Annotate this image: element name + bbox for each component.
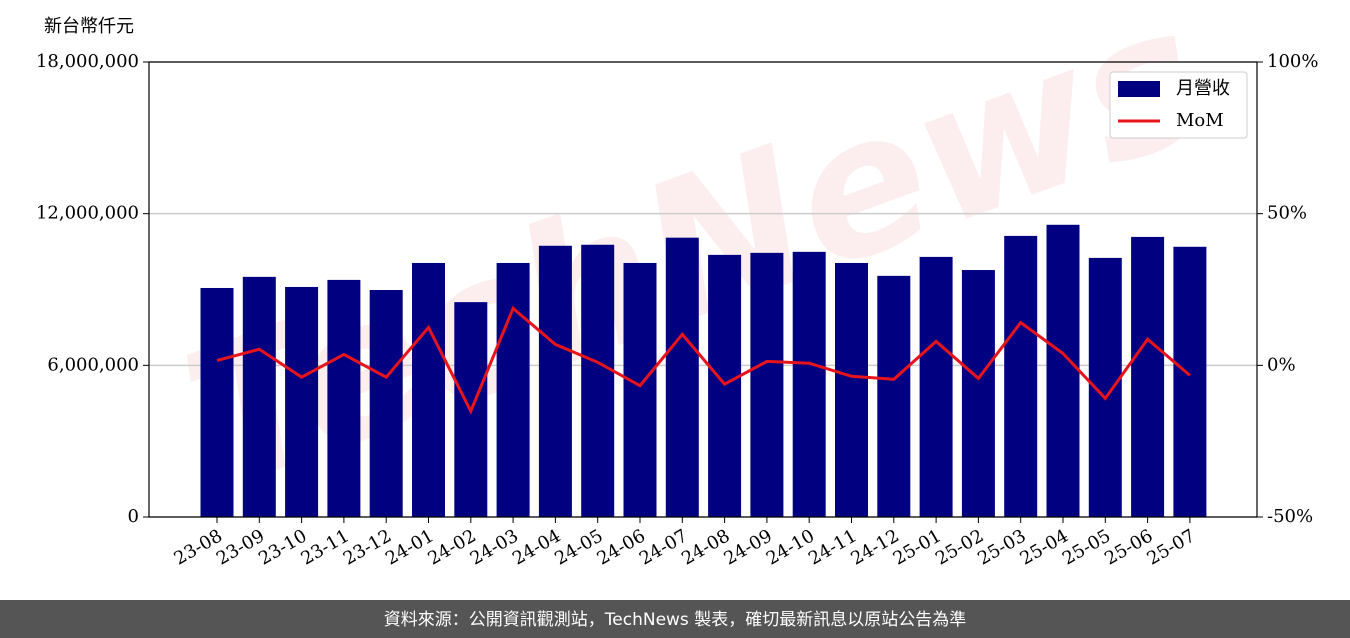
bar bbox=[877, 275, 911, 517]
bar bbox=[581, 244, 615, 517]
bar bbox=[538, 245, 572, 517]
y-tick-label: 6,000,000 bbox=[47, 354, 139, 375]
bar bbox=[412, 262, 445, 517]
plot-frame bbox=[148, 61, 1258, 518]
x-tick-label: 25-07 bbox=[1143, 525, 1198, 569]
bar bbox=[200, 287, 234, 517]
bar bbox=[1004, 235, 1038, 517]
legend-swatch bbox=[1118, 81, 1160, 97]
line bbox=[216, 305, 1191, 415]
legend-label: MoM bbox=[1176, 110, 1224, 131]
bar bbox=[369, 290, 403, 517]
bar bbox=[835, 262, 868, 517]
y-axis-label: 新台幣仟元 bbox=[44, 16, 134, 37]
y-tick-label: 18,000,000 bbox=[36, 51, 139, 72]
y-tick-label: 12,000,000 bbox=[36, 203, 139, 224]
bar bbox=[623, 262, 657, 517]
bar bbox=[708, 254, 742, 517]
bar bbox=[242, 276, 276, 517]
bar bbox=[1046, 224, 1080, 518]
footer-text: 資料來源：公開資訊觀測站，TechNews 製表，確切最新訊息以原站公告為準 bbox=[384, 610, 966, 630]
bar bbox=[665, 237, 699, 518]
bar bbox=[496, 262, 530, 517]
bar bbox=[961, 270, 995, 517]
y2-tick-label: 0% bbox=[1267, 354, 1296, 375]
y2-tick-label: 100% bbox=[1267, 51, 1318, 72]
bar bbox=[1173, 246, 1207, 517]
bar bbox=[792, 251, 826, 517]
legend-label: 月營收 bbox=[1176, 78, 1230, 99]
bar bbox=[285, 286, 319, 517]
bar bbox=[327, 279, 361, 517]
y-tick-label: 0 bbox=[128, 506, 139, 527]
legend: 月營收 MoM bbox=[1109, 71, 1248, 139]
bar bbox=[750, 252, 784, 517]
bar bbox=[1131, 236, 1165, 517]
footer-bar bbox=[0, 600, 1350, 638]
y2-tick-label: 50% bbox=[1267, 203, 1307, 224]
bar bbox=[919, 256, 953, 517]
y2-tick-label: -50% bbox=[1267, 506, 1313, 527]
